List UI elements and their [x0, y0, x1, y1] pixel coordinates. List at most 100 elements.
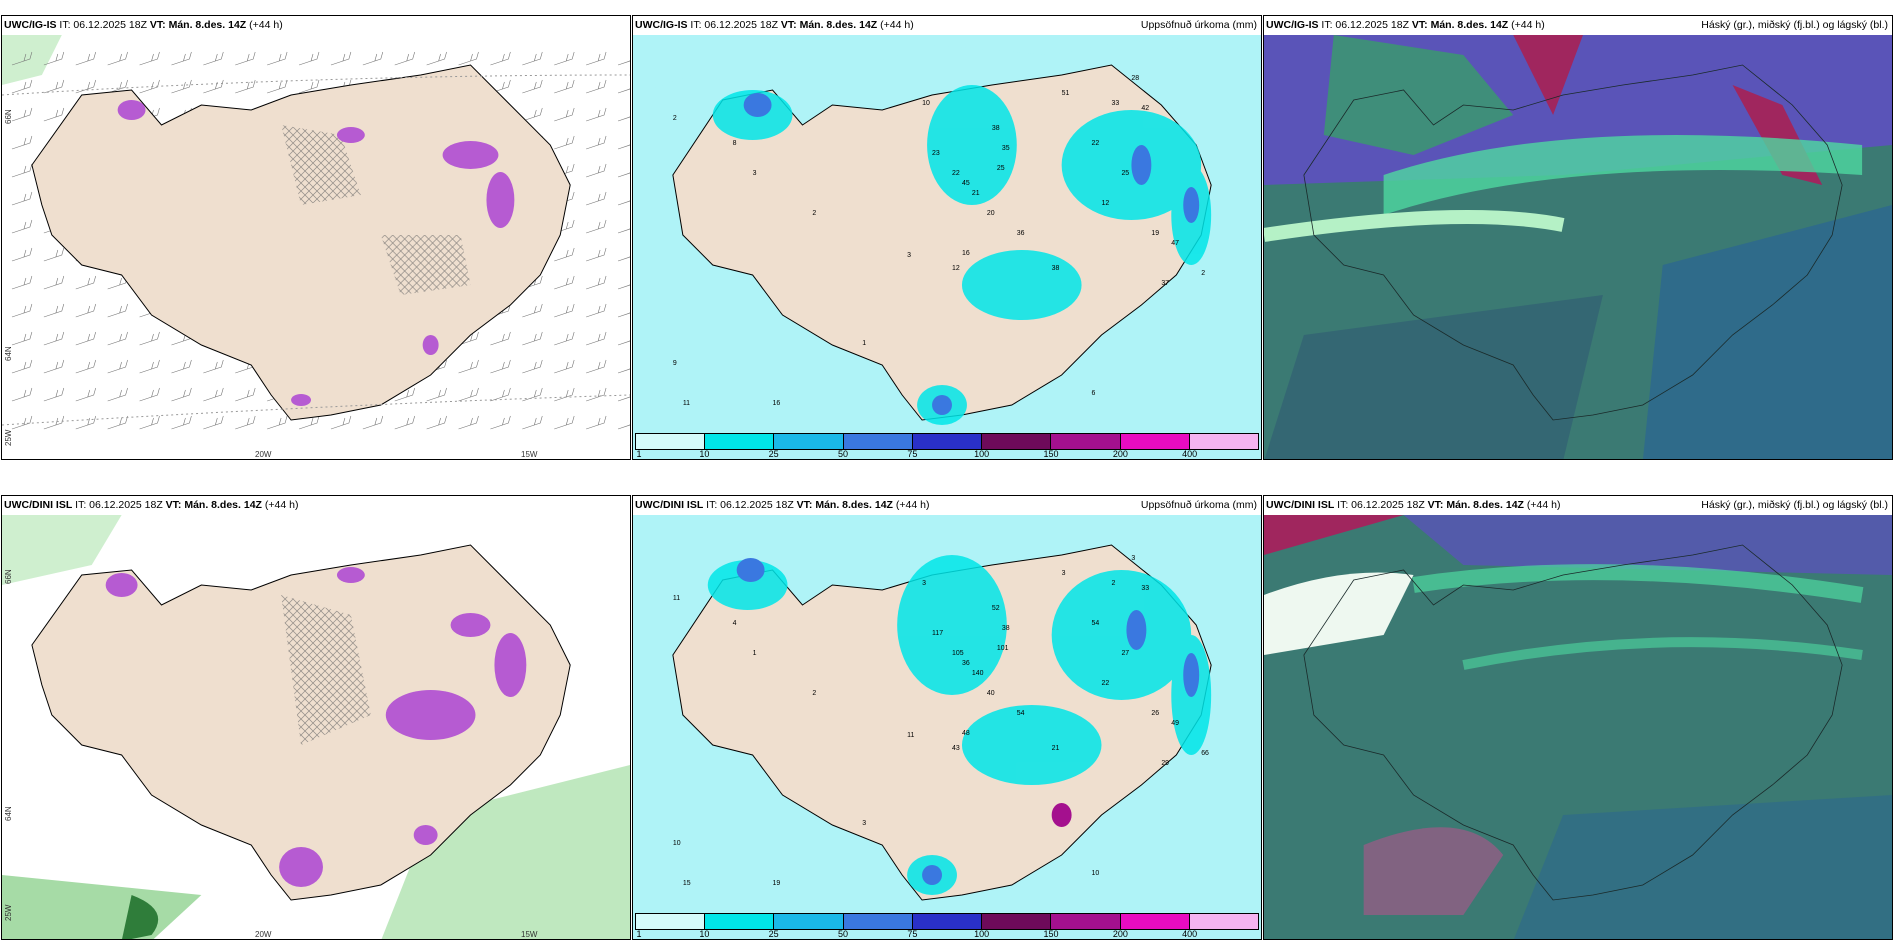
legend-swatch [912, 914, 983, 929]
wind-barb [203, 51, 224, 66]
wind-barb [490, 415, 511, 430]
wind-barb [171, 387, 192, 402]
wind-barb [75, 303, 96, 318]
wind-barb [586, 107, 607, 122]
precip-value: 25 [1121, 170, 1129, 177]
precip-value: 2 [812, 210, 816, 217]
wind-barb [617, 199, 630, 206]
precip-value: 2 [1111, 580, 1115, 587]
wind-barb [617, 87, 630, 94]
precip-value: 36 [1017, 230, 1025, 237]
wind-barb [586, 191, 607, 206]
wind-barb [522, 359, 543, 374]
legend-label: 100 [974, 449, 990, 459]
panel-header: UWC/IG-IS IT: 06.12.2025 18Z VT: Mán. 8.… [4, 19, 283, 31]
precip-value: 12 [1102, 200, 1110, 207]
wind-barb [490, 331, 511, 346]
wind-barb [617, 339, 630, 346]
wind-barb [107, 387, 128, 402]
wind-barb [11, 387, 33, 402]
legend-label: 1 [636, 929, 642, 939]
precip-value: 3 [753, 170, 757, 177]
legend-label: 100 [974, 929, 990, 939]
wind-barb [75, 331, 96, 346]
precip-value: 105 [952, 650, 964, 657]
wind-barb [171, 415, 192, 430]
legend-swatch [1189, 434, 1258, 449]
wind-barb [43, 303, 65, 318]
precip-value: 54 [1017, 710, 1025, 717]
precip-value: 52 [992, 605, 1000, 612]
legend-label: 10 [699, 929, 710, 939]
wind-barb [554, 79, 575, 94]
panel-header: UWC/IG-IS IT: 06.12.2025 18Z VT: Mán. 8.… [635, 19, 914, 31]
precip-value: 25 [997, 165, 1005, 172]
wind-barb [11, 359, 33, 374]
wind-barb [11, 191, 33, 206]
wind-barb [554, 135, 575, 150]
wind-barb [586, 79, 607, 94]
wind-barb [75, 387, 96, 402]
legend-label: 400 [1182, 449, 1198, 459]
precip-value: 11 [683, 400, 690, 407]
lon-label-b: 15W [521, 450, 538, 459]
wind-barb [139, 415, 160, 430]
precip-value: 29 [1161, 760, 1169, 767]
wind-barb [203, 387, 224, 402]
precip-legend: 1 10 25 50 75 100 150 200 400 [635, 433, 1259, 459]
precip-value: 3 [1131, 555, 1135, 562]
legend-swatch [982, 914, 1052, 929]
precip-value: 21 [972, 190, 980, 197]
wind-barb [522, 331, 543, 346]
panel-header: UWC/DINI ISL IT: 06.12.2025 18Z VT: Mán.… [635, 499, 930, 511]
wind-barb [11, 79, 33, 94]
wind-barb [267, 51, 288, 66]
lon-label-a: 20W [255, 450, 272, 459]
legend-swatch [843, 914, 913, 929]
precip-value: 10 [1092, 870, 1100, 877]
wind-barb [522, 387, 543, 402]
cloud-map [1264, 515, 1892, 939]
legend-label: 1 [636, 449, 642, 459]
panel-ig-precip: UWC/IG-IS IT: 06.12.2025 18Z VT: Mán. 8.… [632, 15, 1262, 460]
legend-swatch [843, 434, 913, 449]
wind-barb [554, 247, 575, 262]
wind-barb [586, 247, 607, 262]
wind-barb [139, 79, 160, 94]
legend-swatch [636, 434, 706, 449]
precip-value: 101 [997, 645, 1009, 652]
wind-barb [203, 359, 224, 374]
wind-barb [458, 415, 479, 430]
wind-barb [554, 275, 575, 290]
precip-value: 28 [1131, 75, 1139, 82]
legend-label: 400 [1182, 929, 1198, 939]
panel-title-right: Háský (gr.), miðský (fj.bl.) og lágský (… [1701, 19, 1888, 31]
wind-barb [139, 331, 160, 346]
precip-map: 1133323352381011171051404036542722264929… [633, 515, 1261, 939]
wind-barb [554, 415, 575, 430]
precip-value: 47 [1171, 240, 1179, 247]
wind-barb [235, 79, 256, 94]
wind-barb [617, 283, 630, 290]
legend-swatch [912, 434, 983, 449]
precip-value: 4 [733, 620, 737, 627]
legend-label: 75 [907, 929, 918, 939]
wind-barb [554, 331, 575, 346]
wind-barb [617, 423, 630, 430]
wind-barb [107, 331, 128, 346]
wind-barb [458, 331, 479, 346]
wind-barb [75, 79, 96, 94]
wind-barb [330, 415, 352, 430]
lat-label-top: 66N [4, 569, 13, 584]
wind-barb [11, 107, 33, 122]
panel-header: UWC/DINI ISL IT: 06.12.2025 18Z VT: Mán.… [1266, 499, 1561, 511]
wind-barb [43, 275, 65, 290]
precip-value: 45 [962, 180, 970, 187]
legend-bar [635, 433, 1259, 450]
wind-barb [267, 79, 288, 94]
wind-barb [586, 135, 607, 150]
legend-bar [635, 913, 1259, 930]
wind-barb [554, 51, 575, 66]
legend-label: 10 [699, 449, 710, 459]
precip-value: 3 [1062, 570, 1066, 577]
